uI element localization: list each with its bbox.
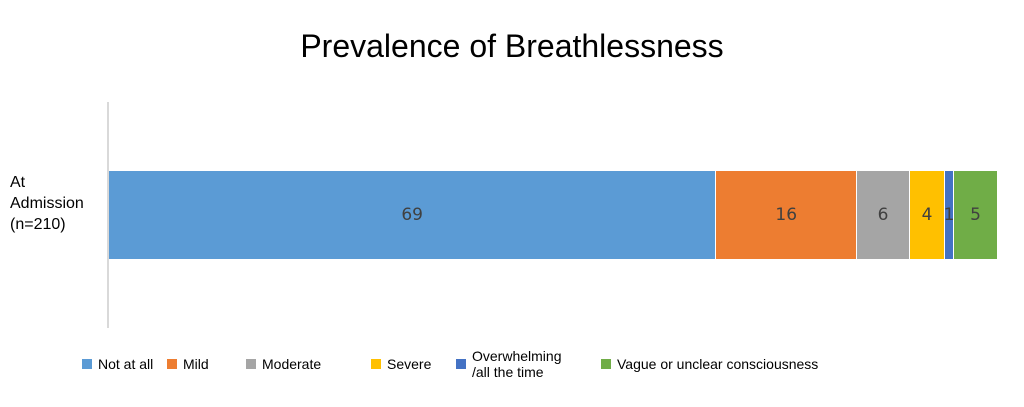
bar-segment-4: 4 (909, 171, 946, 259)
legend-item-1: Not at all (82, 356, 153, 372)
data-label-4: 4 (921, 205, 933, 225)
legend-swatch (371, 359, 381, 369)
legend: Not at all Mild Moderate Severe Overwhelming… (0, 346, 1024, 386)
category-axis-line (107, 102, 109, 328)
data-label-5: 1 (943, 205, 955, 225)
legend-swatch (82, 359, 92, 369)
legend-item-6: Vague or unclear consciousness (601, 356, 818, 372)
chart-title: Prevalence of Breathlessness (300, 28, 724, 64)
legend-label: Severe (387, 356, 432, 372)
legend-item-5: Overwhelming /all the time (456, 348, 561, 380)
data-label-2: 16 (775, 205, 798, 225)
bar-segment-5: 1 (943, 171, 955, 259)
bar-segment-3: 6 (857, 171, 910, 259)
legend-label: Mild (183, 356, 209, 372)
legend-swatch (456, 359, 466, 369)
legend-swatch (246, 359, 256, 369)
stacked-bar: 69 16 6 4 1 5 (109, 171, 998, 259)
bar-segment-2: 16 (716, 171, 858, 259)
legend-item-3: Moderate (246, 356, 321, 372)
bar-segment-1: 69 (109, 171, 717, 259)
bar-segment-6: 5 (953, 171, 998, 259)
data-label-6: 5 (970, 205, 981, 225)
legend-label: Not at all (98, 356, 154, 372)
legend-item-2: Mild (167, 356, 209, 372)
legend-label: Moderate (262, 356, 322, 372)
category-label: At Admission (n=210) (10, 174, 84, 233)
legend-swatch (167, 359, 177, 369)
data-label-3: 6 (877, 205, 889, 225)
legend-item-4: Severe (371, 356, 431, 372)
legend-label: Overwhelming /all the time (472, 348, 562, 380)
legend-swatch (601, 359, 611, 369)
data-label-1: 69 (401, 205, 423, 225)
legend-label: Vague or unclear consciousness (617, 356, 819, 372)
